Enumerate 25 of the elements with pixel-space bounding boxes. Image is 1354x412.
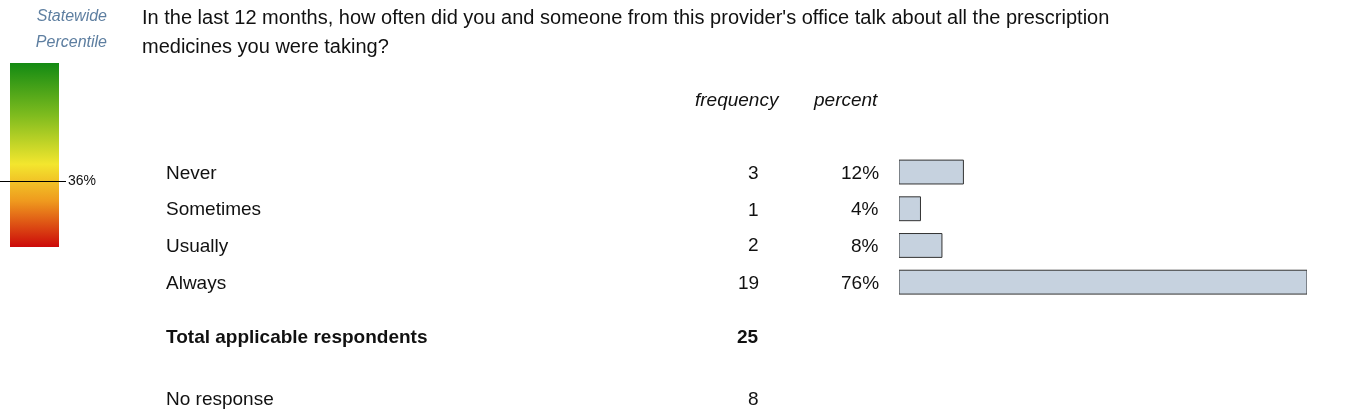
bar (899, 269, 1307, 295)
bar (899, 233, 943, 258)
data-label: 12% (841, 162, 880, 183)
y-tick-label: Usually (166, 235, 229, 256)
text: 3 (748, 162, 759, 183)
data-label: 4% (851, 198, 879, 219)
y-tick-label: Always (166, 272, 227, 293)
text: 8 (748, 388, 759, 409)
text: Statewide Percentile (34, 6, 107, 52)
data-label: 36% (68, 171, 97, 188)
data-label: 76% (841, 272, 880, 293)
data-label: 8% (851, 235, 879, 256)
text: 2 (748, 234, 759, 255)
text: In the last 12 months, how often did you and someone from this provider's office talk about all the prescription medicines you were taking? (142, 5, 1111, 59)
y-tick-label: Never (166, 162, 218, 183)
bar (899, 159, 964, 185)
text: No response (166, 388, 274, 409)
text: frequency (695, 89, 780, 110)
y-tick-label: Sometimes (166, 198, 262, 219)
text: percent (813, 89, 879, 110)
text: Total applicable respondents (166, 326, 428, 347)
bar (899, 196, 921, 222)
text: 25 (737, 326, 759, 347)
text: 19 (738, 272, 760, 293)
text: 1 (748, 199, 759, 220)
